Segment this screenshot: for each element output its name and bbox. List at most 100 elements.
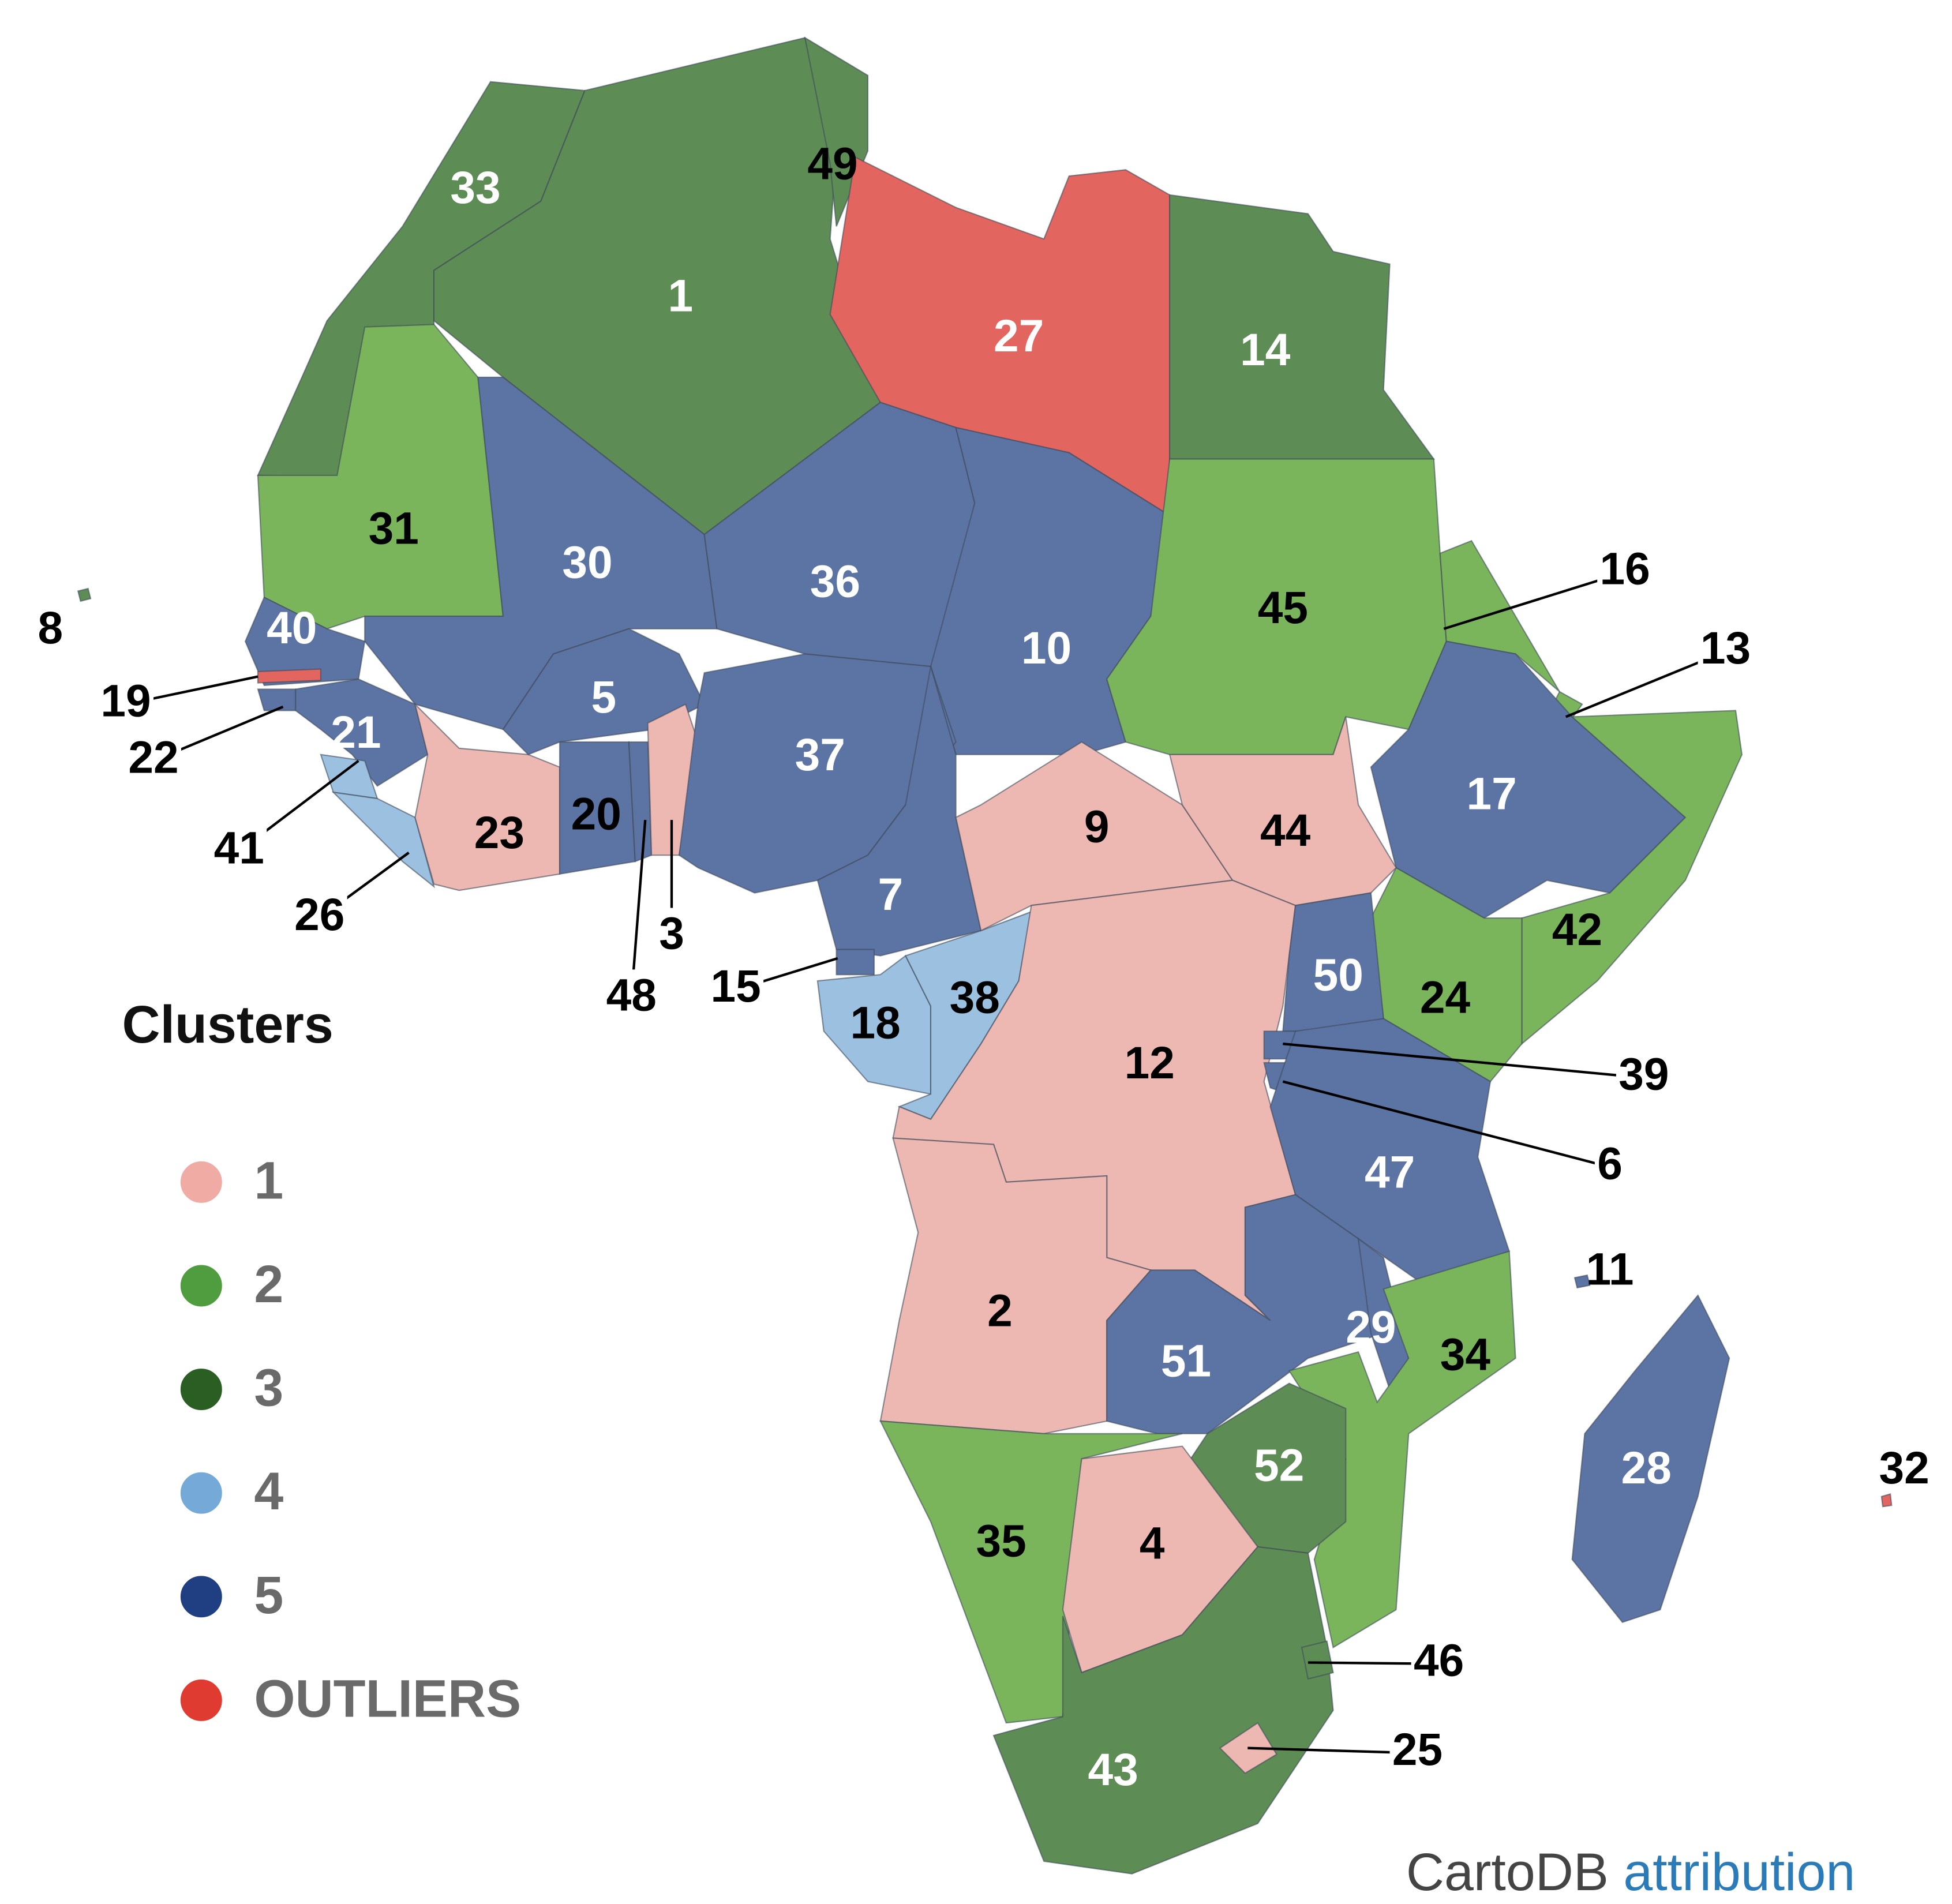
country-label: 38 [950,972,1000,1023]
country-label: 17 [1467,769,1517,819]
legend-label: 4 [254,1462,283,1521]
country-label: 14 [1240,324,1291,375]
label-backdrop [1594,1138,1625,1189]
country-label: 13 [1700,623,1751,673]
country [295,678,429,787]
leader-line [1283,1042,1644,1080]
country-label: 26 [294,889,344,940]
legend: 1 2 3 4 5 OUTLIERS [177,1151,521,1728]
country [1880,1493,1893,1508]
country [835,949,875,976]
country-label: 9 [1084,801,1110,852]
legend-title: Clusters [122,995,334,1054]
country [257,324,504,630]
leader-line [1282,1080,1610,1168]
country-label: 24 [1420,972,1471,1023]
country-label: 22 [128,732,178,782]
legend-label: 1 [254,1151,283,1210]
legend-swatch [177,1572,226,1621]
legend-swatch [177,1157,226,1207]
attribution-text: CartoDB [1406,1843,1609,1902]
label-backdrop [126,732,181,783]
country [414,702,561,891]
legend-label: 3 [254,1359,283,1418]
country [1573,1274,1591,1289]
country-label: 36 [810,556,860,606]
country [257,668,321,684]
label-backdrop [1597,543,1653,594]
country-label: 25 [1392,1724,1443,1775]
country-label: 12 [1125,1037,1175,1088]
country-label: 46 [1414,1635,1464,1685]
legend-swatch [177,1261,226,1310]
country-label: 2 [987,1285,1013,1336]
country-label: 31 [369,503,419,554]
leader-line [1247,1746,1418,1755]
country-label: 4 [1140,1518,1165,1569]
country-label: 32 [1879,1442,1929,1493]
country [1439,539,1560,692]
leader-line [630,819,647,999]
countries [77,36,1893,1875]
country [257,688,297,711]
label-backdrop [1616,1048,1672,1100]
label-backdrop [656,908,687,959]
leader-line [1443,571,1625,630]
country-label: 33 [450,162,500,213]
country-label: 30 [562,537,612,588]
country-label: 52 [1254,1440,1304,1491]
label-backdrop [98,675,154,726]
country-label: 49 [807,138,857,189]
country-label: 29 [1346,1302,1396,1352]
country [1169,194,1436,460]
country-label: 27 [994,310,1044,361]
country-label: 37 [795,729,845,780]
country-label: 39 [1618,1049,1669,1100]
legend-swatch [177,1468,226,1518]
label-backdrop [211,822,267,874]
country [1301,1640,1334,1680]
country-label: 1 [668,270,693,321]
country [1521,710,1743,1045]
country-label: 35 [976,1515,1026,1566]
label-backdrop [604,969,660,1021]
attribution-link[interactable]: attribution [1623,1843,1855,1902]
country-label: 28 [1621,1442,1672,1493]
country [77,587,92,602]
country [1288,1250,1516,1649]
country-label: 20 [571,788,621,839]
country-label: 19 [100,675,151,726]
legend-label: 2 [254,1255,283,1314]
label-backdrop [291,889,347,940]
attribution: CartoDB attribution [1406,1843,1855,1902]
country-label: 5 [591,672,617,722]
country-label: 50 [1313,949,1363,1000]
country-label: 48 [606,969,657,1020]
legend-swatch [177,1676,226,1725]
country-label: 16 [1600,543,1650,594]
country-label: 44 [1260,805,1311,856]
country-label: 41 [214,822,264,873]
country [1571,1294,1730,1624]
country-label: 7 [878,869,903,920]
country-label: 43 [1088,1744,1138,1795]
legend-label: OUTLIERS [254,1669,521,1728]
legend-swatch [177,1365,226,1414]
country-label: 15 [711,961,761,1011]
country-label: 3 [659,908,684,959]
country-label: 42 [1552,904,1602,955]
country-label: 40 [267,602,317,653]
attribution-box [1396,1838,1899,1904]
country-label: 18 [850,997,900,1048]
country [1168,717,1397,906]
country-label: 47 [1365,1147,1415,1198]
country-label: 51 [1161,1336,1211,1386]
country-label: 23 [474,807,524,858]
country-label: 6 [1597,1138,1623,1189]
country-label: 11 [1586,1244,1634,1295]
country-label: 10 [1021,623,1071,673]
country-label: 45 [1258,582,1308,633]
country-label: 8 [38,602,63,653]
country [1370,640,1687,919]
